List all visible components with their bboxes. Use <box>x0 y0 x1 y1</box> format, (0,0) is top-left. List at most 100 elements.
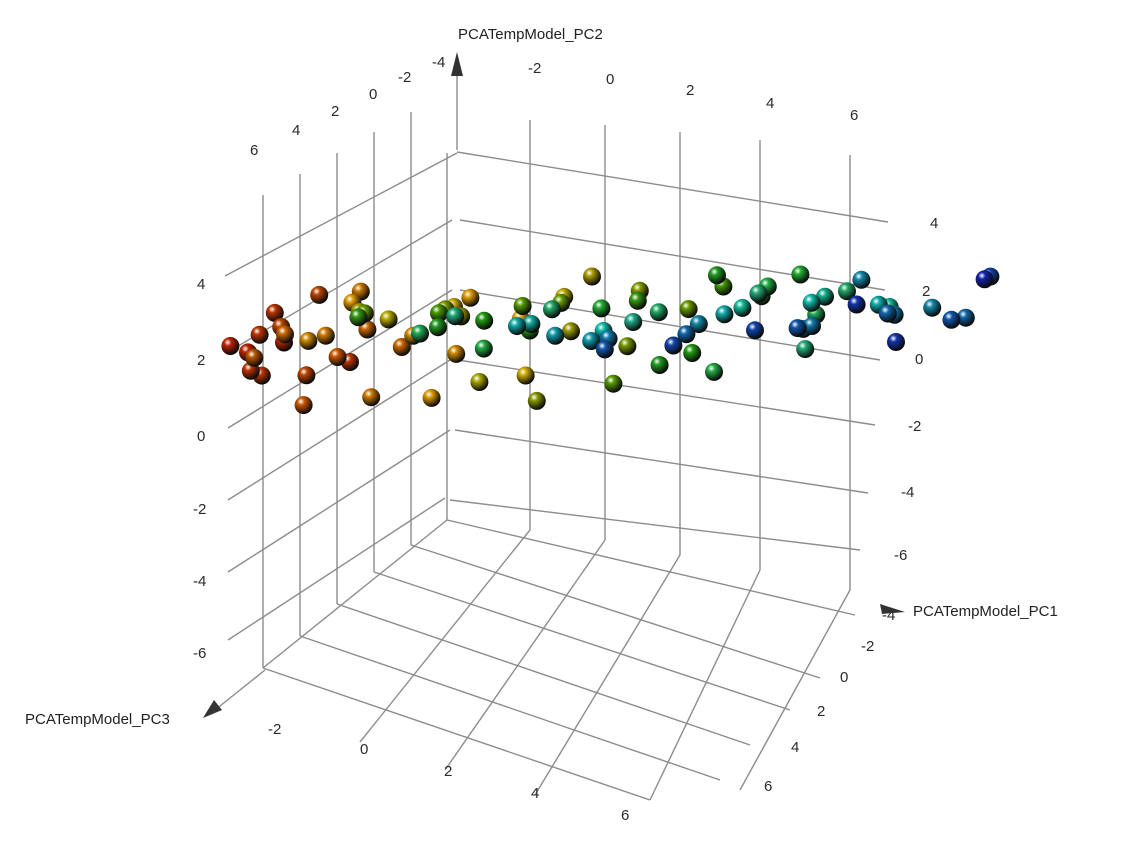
data-point <box>749 284 768 303</box>
data-point <box>475 311 494 330</box>
data-point <box>796 340 815 359</box>
data-point <box>942 310 961 329</box>
data-point <box>746 321 764 340</box>
data-point <box>679 300 698 319</box>
scatter-points <box>221 265 1000 415</box>
data-point <box>299 331 318 350</box>
pc-bottom-tick-label: 2 <box>444 763 452 780</box>
data-point <box>276 325 294 344</box>
data-point <box>516 366 535 385</box>
data-point <box>802 293 821 312</box>
floor-line-b <box>739 589 851 791</box>
pc3-right-tick-label: 2 <box>922 283 930 300</box>
pc3-tick-label: -2 <box>193 501 206 518</box>
data-point <box>838 282 856 301</box>
pc3-right-tick-label: 4 <box>930 215 938 232</box>
left-wall-hline <box>224 152 458 277</box>
data-point <box>582 332 601 350</box>
pc3-tick-label: -4 <box>193 573 206 590</box>
pc3-tick-label: 0 <box>197 428 205 445</box>
data-point <box>411 324 429 343</box>
pc2-tick-label: 4 <box>766 95 774 112</box>
pc-bottom-tick-label: 0 <box>360 741 368 758</box>
left-wall-hline <box>227 497 446 641</box>
data-point <box>847 295 866 314</box>
floor-line-a <box>336 603 751 746</box>
data-point <box>583 267 601 286</box>
data-point <box>683 344 702 362</box>
data-point <box>513 297 532 315</box>
data-point <box>447 344 466 363</box>
floor-line-a <box>446 519 856 616</box>
pc3-right-tick-label: -2 <box>908 418 921 435</box>
left-wall-hline <box>227 429 451 573</box>
data-point <box>422 388 441 407</box>
pc3-axis-label: PCATempModel_PC3 <box>25 711 170 728</box>
data-point <box>689 315 708 334</box>
pc1-tick-label: -2 <box>861 638 874 655</box>
data-point <box>664 336 683 355</box>
back-wall-hline <box>454 429 869 494</box>
left-wall-hline <box>227 359 451 501</box>
data-point <box>708 266 726 285</box>
pc2-left-tick-label: 0 <box>369 86 377 103</box>
pc2-axis-arrow-icon <box>451 52 463 150</box>
pc1-tick-label: 2 <box>817 703 825 720</box>
data-point <box>379 310 398 329</box>
floor-line-a <box>410 544 821 679</box>
data-point <box>595 340 614 359</box>
data-point <box>733 298 752 317</box>
floor-line-a <box>373 571 791 711</box>
pc2-left-tick-label: 6 <box>250 142 258 159</box>
pc3-right-tick-label: -4 <box>901 484 914 501</box>
pc2-left-tick-label: -2 <box>398 69 411 86</box>
data-point <box>705 362 723 381</box>
data-point <box>677 325 696 344</box>
data-point <box>392 338 411 356</box>
data-point <box>470 373 489 391</box>
data-point <box>816 287 834 306</box>
data-point <box>923 298 942 317</box>
pc3-tick-label: 2 <box>197 352 205 369</box>
floor-line-b <box>649 569 761 801</box>
pc2-tick-label: -4 <box>432 54 445 71</box>
data-point <box>878 304 897 323</box>
data-point <box>349 308 368 327</box>
data-point <box>294 396 313 415</box>
pc-bottom-tick-label: 4 <box>531 785 539 802</box>
floor-line-b <box>534 554 681 796</box>
data-point <box>715 305 734 324</box>
pc2-tick-label: -2 <box>528 60 541 77</box>
pc2-tick-label: 6 <box>850 107 858 124</box>
floor-line-b <box>359 529 531 743</box>
pc3-right-tick-label: -6 <box>894 547 907 564</box>
data-point <box>265 303 284 322</box>
plot-grid <box>224 112 889 801</box>
pc1-axis-label: PCATempModel_PC1 <box>913 603 1058 620</box>
data-point <box>508 317 526 336</box>
data-point <box>592 299 611 318</box>
pc1-tick-label: 6 <box>764 778 772 795</box>
data-point <box>250 325 269 344</box>
pc3-right-tick-label: 0 <box>915 351 923 368</box>
data-point <box>245 348 264 367</box>
pc2-left-tick-label: 4 <box>292 122 300 139</box>
data-point <box>791 265 810 284</box>
pc3-tick-label: -6 <box>193 645 206 662</box>
data-point <box>446 307 465 326</box>
data-point <box>297 366 316 385</box>
pc3-tick-label: 4 <box>197 276 205 293</box>
data-point <box>362 388 381 407</box>
data-point <box>474 339 493 358</box>
back-wall-hline <box>459 219 886 291</box>
data-point <box>543 300 561 319</box>
pc1-tick-label: 0 <box>840 669 848 686</box>
data-point <box>316 326 335 345</box>
data-point <box>650 356 669 374</box>
pc1-axis-arrow-icon <box>880 604 905 614</box>
data-point <box>975 270 994 289</box>
pc2-tick-label: 2 <box>686 82 694 99</box>
data-point <box>310 285 329 304</box>
data-point <box>649 303 668 322</box>
data-point <box>430 304 448 323</box>
